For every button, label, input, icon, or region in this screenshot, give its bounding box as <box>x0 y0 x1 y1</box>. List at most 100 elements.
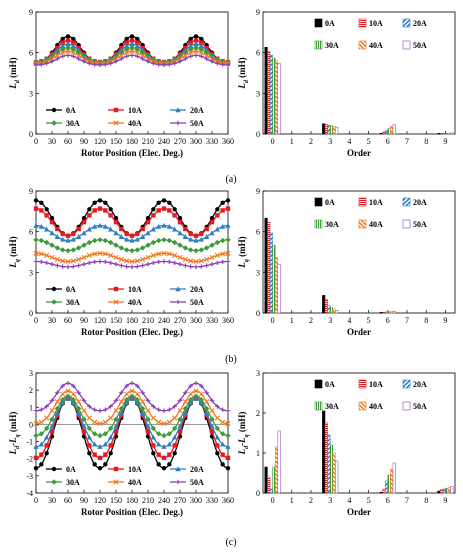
data-point-10A <box>156 208 161 213</box>
bar-40A-order-6 <box>390 126 394 135</box>
legend-swatch-0A <box>314 197 323 207</box>
data-point-40A <box>140 399 146 405</box>
legend-label-40A: 40A <box>369 220 383 229</box>
data-point-0A <box>135 36 140 42</box>
data-point-30A <box>86 425 93 431</box>
x-tick-label: 180 <box>126 316 138 325</box>
data-point-20A <box>203 410 210 416</box>
data-point-40A <box>44 415 50 421</box>
data-point-40A <box>161 420 167 427</box>
data-point-40A <box>118 256 124 263</box>
bar-20A-order-3 <box>327 124 331 135</box>
data-point-0A <box>215 450 220 456</box>
x-tick-label: 2 <box>309 137 313 146</box>
data-point-0A <box>225 198 231 203</box>
data-point-50A <box>145 59 151 64</box>
bar-50A-order-0 <box>277 63 281 135</box>
legend-marker-40A <box>113 120 119 126</box>
y-axis-label: Ld-Lq (mH) <box>237 412 250 456</box>
data-point-10A <box>220 452 225 457</box>
data-point-0A <box>60 36 65 42</box>
data-point-0A <box>193 34 199 39</box>
y-tick-label: 0 <box>29 309 33 318</box>
data-point-10A <box>60 231 65 237</box>
legend-swatch-30A <box>314 401 323 411</box>
data-point-50A <box>225 62 231 68</box>
data-point-10A <box>71 40 76 45</box>
legend-label-0A: 0A <box>325 380 335 389</box>
data-point-40A <box>193 388 199 394</box>
data-point-20A <box>214 434 221 440</box>
data-point-20A <box>209 423 215 429</box>
series-line-20A <box>35 398 229 448</box>
data-point-10A <box>209 219 215 225</box>
data-point-50A <box>97 259 103 264</box>
legend-label-50A: 50A <box>190 298 204 307</box>
legend-label-40A: 40A <box>128 119 142 128</box>
bar-20A-order-9 <box>442 488 446 494</box>
data-point-10A <box>81 219 87 225</box>
data-point-40A <box>54 256 60 263</box>
data-point-40A <box>81 408 87 414</box>
data-point-30A <box>214 425 221 431</box>
legend-label-20A: 20A <box>413 19 427 28</box>
data-point-20A <box>86 434 93 440</box>
data-point-30A <box>70 247 77 253</box>
data-point-10A <box>193 38 199 43</box>
data-point-30A <box>225 237 231 243</box>
data-point-50A <box>188 383 193 389</box>
x-tick-label: 360 <box>222 496 234 505</box>
data-point-20A <box>75 410 82 416</box>
data-point-40A <box>92 251 98 257</box>
x-tick-label: 90 <box>80 496 88 505</box>
data-point-20A <box>129 237 135 243</box>
legend-label-20A: 20A <box>190 106 204 115</box>
data-point-50A <box>49 398 55 403</box>
data-point-20A <box>198 236 205 242</box>
bar-20A-order-3 <box>327 305 331 314</box>
bar-10A-order-0 <box>267 476 271 494</box>
data-point-20A <box>107 434 114 440</box>
legend-marker-50A <box>175 120 181 126</box>
legend-marker-10A <box>113 286 119 292</box>
data-point-40A <box>182 399 188 405</box>
data-point-40A <box>198 49 204 56</box>
data-point-20A <box>177 230 183 236</box>
data-point-20A <box>65 237 71 243</box>
data-point-30A <box>123 396 130 403</box>
data-point-50A <box>65 381 71 386</box>
data-point-20A <box>161 222 167 228</box>
data-point-20A <box>187 236 194 242</box>
legend-swatch-20A <box>402 379 411 389</box>
x-tick-label: 9 <box>443 496 447 505</box>
data-point-20A <box>70 43 77 49</box>
data-point-10A <box>49 429 55 434</box>
data-point-30A <box>102 237 109 244</box>
data-point-0A <box>172 450 177 456</box>
x-tick-label: 7 <box>405 316 409 325</box>
data-point-50A <box>220 62 225 67</box>
data-point-50A <box>92 407 97 412</box>
data-point-20A <box>225 444 231 449</box>
data-point-30A <box>145 416 151 422</box>
data-point-40A <box>76 52 82 58</box>
data-point-30A <box>33 237 39 243</box>
data-point-40A <box>124 258 130 264</box>
data-point-20A <box>198 43 205 49</box>
data-point-20A <box>75 234 82 239</box>
data-point-10A <box>103 452 108 457</box>
x-tick-label: 30 <box>48 496 56 505</box>
data-point-0A <box>220 200 225 206</box>
x-tick-label: 4 <box>347 496 351 505</box>
data-point-30A <box>134 396 141 403</box>
data-point-20A <box>219 223 226 229</box>
data-point-50A <box>33 408 39 413</box>
data-point-10A <box>60 40 65 45</box>
data-point-10A <box>188 40 193 45</box>
data-point-30A <box>203 405 210 412</box>
data-point-20A <box>102 223 109 229</box>
legend-label-20A: 20A <box>190 465 204 474</box>
